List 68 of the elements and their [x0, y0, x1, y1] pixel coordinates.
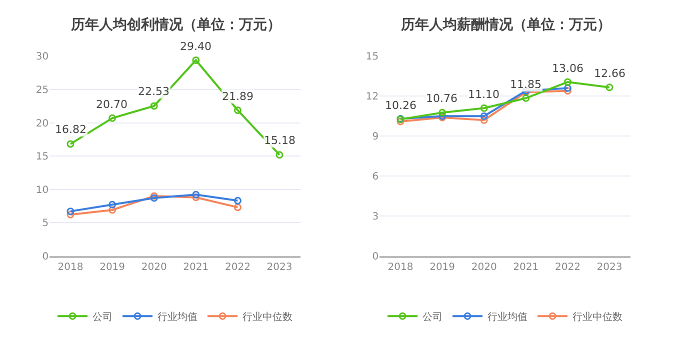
point: [234, 106, 242, 114]
y-tick-label: 15: [366, 52, 379, 63]
point: [564, 87, 572, 95]
point: [564, 84, 572, 92]
legend-label: 公司: [92, 311, 112, 324]
point: [480, 104, 488, 112]
x-tick-label: 2021: [183, 262, 209, 273]
point: [108, 114, 116, 122]
data-label: 15.18: [264, 134, 296, 147]
point: [522, 94, 530, 102]
data-label: 10.76: [426, 92, 458, 105]
y-tick-label: 12: [366, 92, 379, 103]
data-label: 13.06: [552, 62, 584, 75]
y-tick-label: 6: [372, 172, 379, 183]
point: [66, 210, 74, 218]
data-label: 11.10: [468, 88, 500, 101]
y-tick-label: 25: [36, 84, 49, 96]
x-tick-label: 2021: [513, 262, 539, 273]
x-tick-label: 2018: [58, 262, 84, 273]
x-tick-label: 2023: [266, 262, 292, 273]
point: [108, 200, 116, 208]
data-label: 12.66: [594, 67, 626, 80]
x-tick-label: 2020: [471, 262, 497, 273]
y-tick-label: 5: [42, 218, 49, 230]
point: [234, 204, 242, 212]
point: [564, 78, 572, 86]
y-tick-label: 10: [36, 184, 49, 196]
legend-label: 公司: [422, 311, 442, 324]
x-tick-label: 2022: [224, 262, 250, 273]
chart-title: 历年人均薪酬情况（单位：万元）: [400, 17, 611, 33]
data-label: 29.40: [180, 40, 212, 53]
data-label: 21.89: [222, 90, 254, 103]
point: [234, 196, 242, 204]
data-label: 22.53: [138, 85, 170, 98]
x-tick-label: 2019: [100, 262, 126, 273]
point: [192, 194, 200, 202]
data-label: 16.82: [55, 123, 86, 136]
data-label: 20.70: [96, 98, 128, 111]
y-tick-label: 0: [42, 251, 49, 262]
data-label: 10.26: [385, 99, 416, 112]
point: [66, 208, 74, 216]
y-tick-label: 9: [372, 132, 379, 143]
y-tick-label: 3: [372, 211, 379, 222]
legend-label: 行业中位数: [572, 311, 622, 324]
y-tick-label: 30: [36, 52, 49, 63]
legend-label: 行业均值: [158, 311, 198, 324]
point: [438, 108, 446, 116]
point: [480, 116, 488, 124]
chart-title: 历年人均创利情况（单位：万元）: [70, 17, 281, 33]
y-tick-label: 20: [36, 118, 49, 130]
x-tick-label: 2022: [554, 262, 580, 273]
point: [150, 102, 158, 110]
point: [108, 206, 116, 214]
point: [276, 151, 284, 159]
legend-label: 行业中位数: [242, 311, 292, 324]
data-label: 11.85: [510, 78, 542, 91]
point: [606, 84, 614, 92]
point: [480, 112, 488, 120]
x-tick-label: 2018: [388, 262, 414, 273]
x-tick-label: 2019: [430, 262, 456, 273]
point: [192, 56, 200, 64]
x-tick-label: 2023: [596, 262, 622, 273]
x-tick-label: 2020: [141, 262, 167, 273]
legend-label: 行业均值: [488, 311, 528, 324]
y-tick-label: 0: [372, 251, 379, 262]
y-tick-label: 15: [36, 152, 49, 163]
point: [66, 140, 74, 148]
point: [192, 190, 200, 198]
